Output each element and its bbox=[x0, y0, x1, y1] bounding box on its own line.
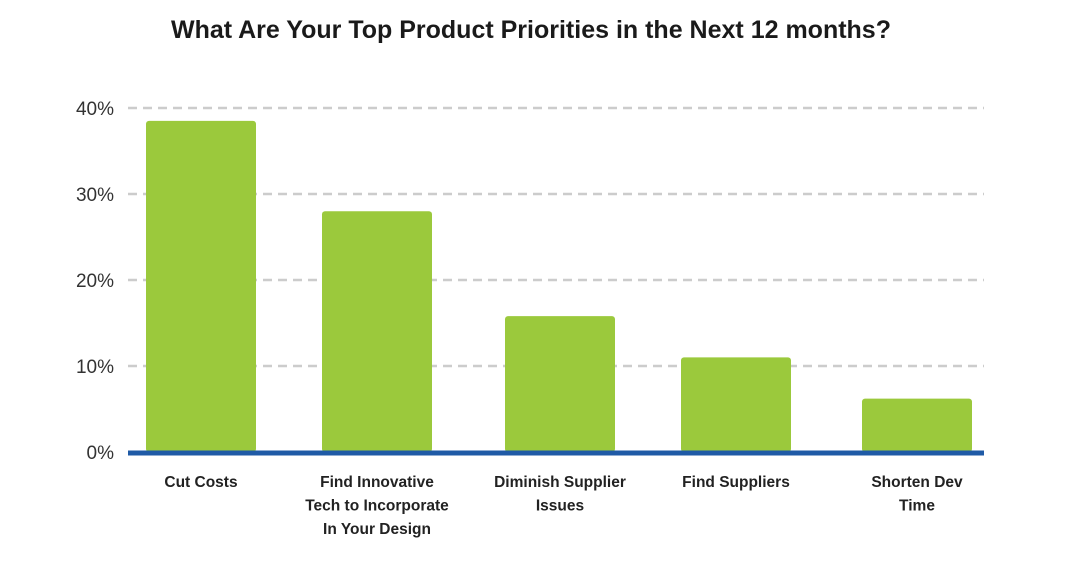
bar-5 bbox=[862, 398, 972, 452]
x-tick-label: Cut Costs bbox=[164, 474, 237, 491]
y-tick-label: 20% bbox=[76, 271, 114, 292]
grid-lines bbox=[128, 106, 984, 368]
y-tick-label: 0% bbox=[87, 443, 115, 464]
bar-1 bbox=[146, 120, 256, 453]
y-tick-label: 10% bbox=[76, 357, 114, 378]
x-axis-labels: Cut Costs Find Innovative Tech to Incorpor… bbox=[164, 474, 963, 538]
bar-2 bbox=[322, 211, 432, 452]
x-tick-label: Diminish Supplier Issues bbox=[494, 474, 626, 515]
bar-4 bbox=[681, 357, 791, 452]
y-tick-label: 40% bbox=[76, 99, 114, 120]
x-tick-label: Shorten Dev Time bbox=[871, 474, 963, 515]
bar-3 bbox=[505, 316, 615, 452]
y-axis-ticks: 0% 10% 20% 30% 40% bbox=[76, 99, 114, 464]
y-tick-label: 30% bbox=[76, 185, 114, 206]
chart-title: What Are Your Top Product Priorities in … bbox=[171, 16, 891, 44]
bars bbox=[146, 120, 972, 453]
x-tick-label: Find Suppliers bbox=[682, 474, 790, 491]
x-tick-label: Find Innovative Tech to Incorporate In You… bbox=[305, 474, 449, 538]
